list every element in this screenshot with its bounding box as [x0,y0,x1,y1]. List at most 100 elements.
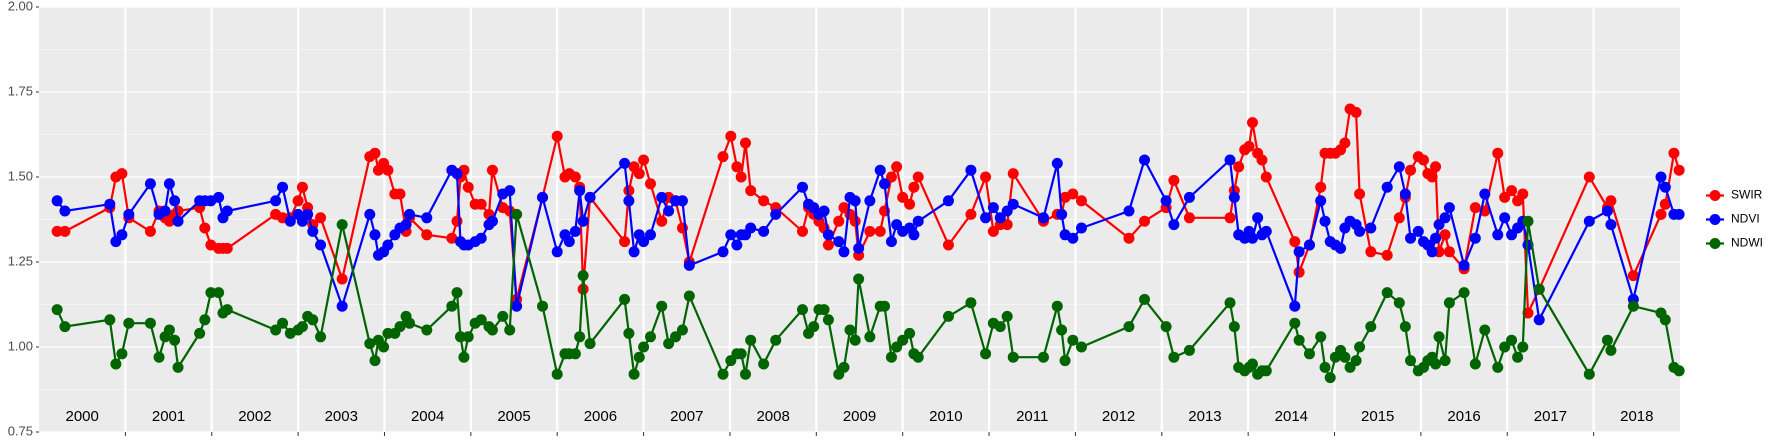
point [904,327,916,339]
point [486,324,498,336]
point [1412,225,1424,237]
point [1601,205,1613,217]
point [194,327,206,339]
year-label: 2002 [238,408,271,425]
point [577,270,589,282]
point [1007,351,1019,363]
point [994,212,1006,224]
point [822,239,834,251]
point [584,191,596,203]
point [144,317,156,329]
point [1246,232,1258,244]
point [1506,334,1518,346]
point [1605,195,1617,207]
point [1037,212,1049,224]
point [382,239,394,251]
legend-point [1709,214,1721,225]
point [663,205,675,217]
point [537,300,549,312]
point [277,317,289,329]
point [879,300,891,312]
point [296,181,308,193]
year-label: 2010 [929,408,962,425]
point [116,168,128,180]
point [942,239,954,251]
point [144,178,156,190]
point [277,181,289,193]
point [169,334,181,346]
point [1399,321,1411,333]
point [369,355,381,367]
point [504,324,516,336]
point [511,208,523,220]
point [451,168,463,180]
point [1339,351,1351,363]
point [644,178,656,190]
point [369,229,381,241]
point [364,338,376,350]
point [1405,355,1417,367]
point [1405,164,1417,176]
point [1335,242,1347,254]
point [475,232,487,244]
point [1655,208,1667,220]
year-label: 2015 [1361,408,1394,425]
point [864,195,876,207]
point [908,181,920,193]
point [833,215,845,227]
point [394,188,406,200]
point [1293,334,1305,346]
point [770,208,782,220]
point [1319,361,1331,373]
point [221,242,233,254]
point [638,341,650,353]
point [1289,300,1301,312]
point [199,314,211,326]
point [451,215,463,227]
point [1533,283,1545,295]
point [1228,191,1240,203]
point [874,164,886,176]
point [462,331,474,343]
point [796,181,808,193]
point [1517,341,1529,353]
legend-label: SWIR [1731,188,1763,202]
point [879,178,891,190]
point [199,222,211,234]
y-tick-label: 1.50 [8,168,33,183]
year-label: 2008 [756,408,789,425]
point [1339,137,1351,149]
point [574,185,586,197]
point [1183,344,1195,356]
point [628,246,640,258]
point [745,334,757,346]
point [1601,334,1613,346]
point [912,215,924,227]
point [1381,249,1393,261]
year-label: 2004 [411,408,444,425]
point [462,181,474,193]
point [1007,198,1019,210]
point [284,215,296,227]
point [987,202,999,214]
point [1075,195,1087,207]
point [1037,351,1049,363]
point [663,338,675,350]
point [717,151,729,163]
point [400,219,412,231]
point [796,225,808,237]
legend-label: NDWI [1731,236,1763,250]
point [1439,212,1451,224]
point [735,348,747,360]
year-label: 2018 [1620,408,1653,425]
point [1256,154,1268,166]
point [623,195,635,207]
point [1479,324,1491,336]
year-label: 2017 [1534,408,1567,425]
point [1405,232,1417,244]
point [1139,215,1151,227]
point [1168,219,1180,231]
point [1315,331,1327,343]
point [1051,157,1063,169]
